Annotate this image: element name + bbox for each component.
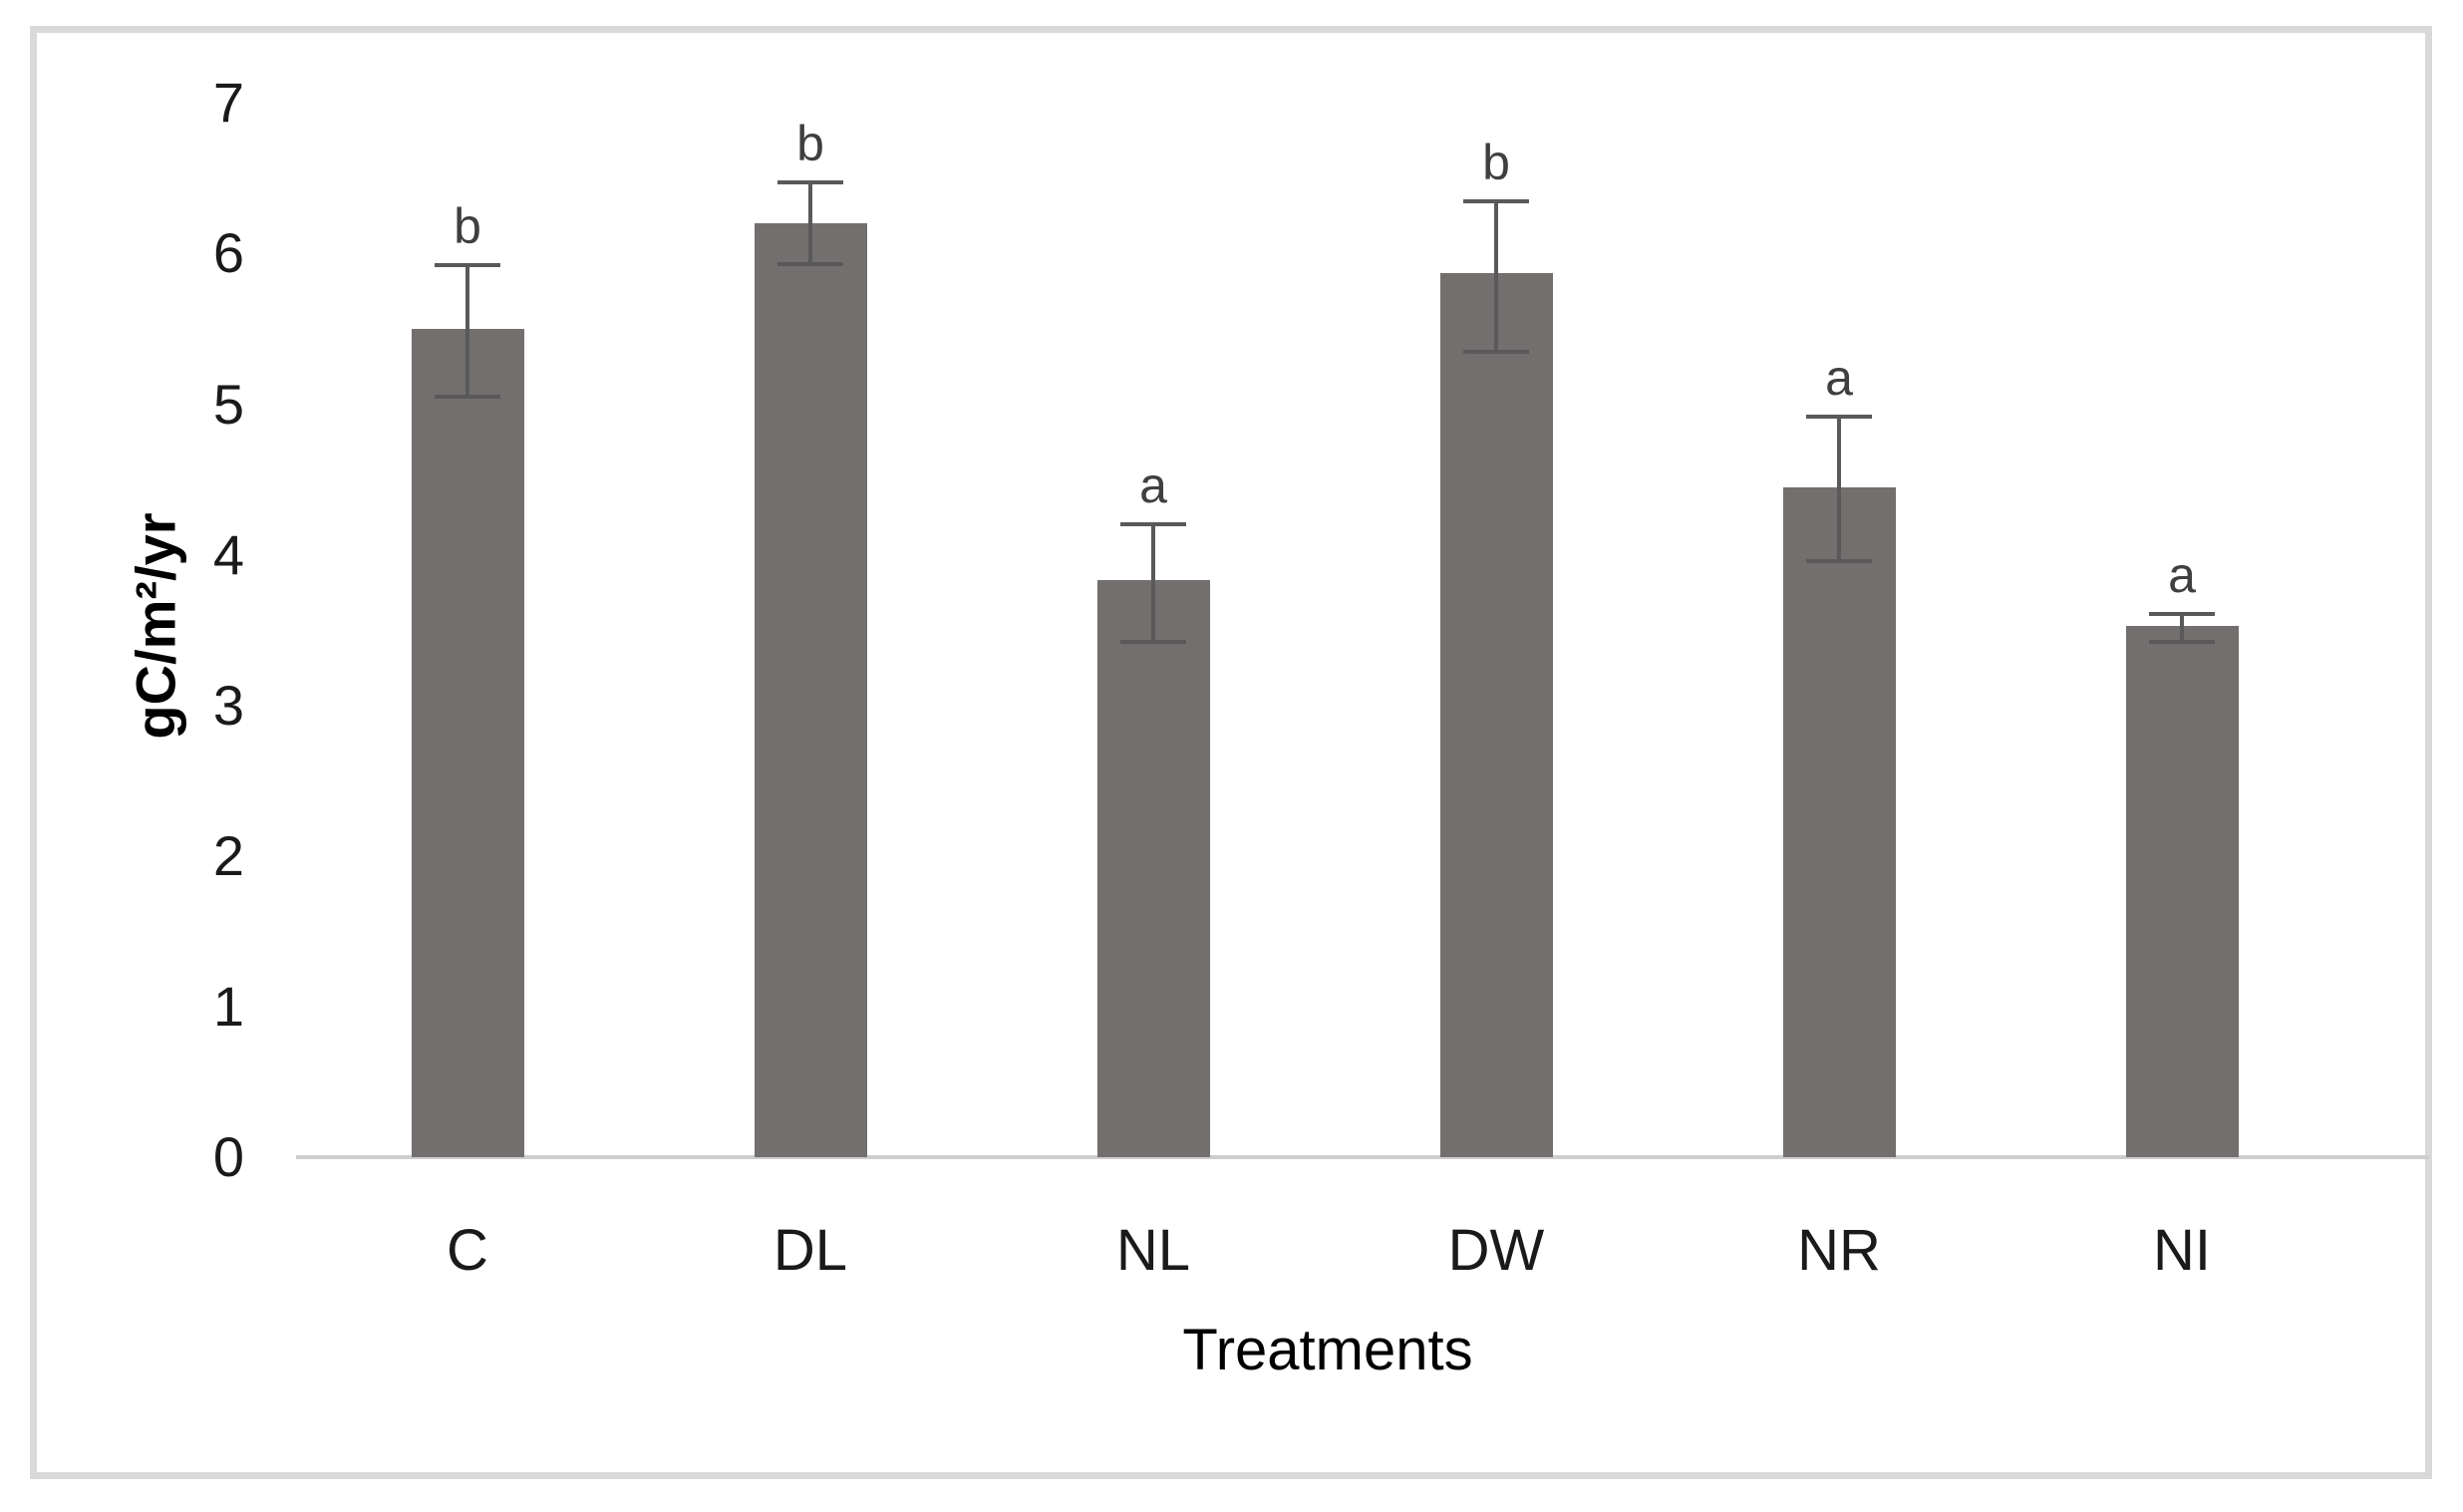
y-axis-tick-label: 0 bbox=[212, 1125, 244, 1188]
category-label-DL: DL bbox=[772, 1218, 848, 1283]
error-bar-cap-top-DW bbox=[1463, 198, 1529, 203]
error-bar-cap-top-NL bbox=[1120, 522, 1186, 527]
error-bar-cap-bottom-NR bbox=[1806, 558, 1872, 563]
error-bar-cap-bottom-DW bbox=[1463, 349, 1529, 354]
y-axis-tick-label: 7 bbox=[212, 71, 244, 135]
significance-letter-DL: b bbox=[796, 116, 824, 172]
x-axis-title: Treatments bbox=[1182, 1318, 1473, 1382]
category-label-DW: DW bbox=[1447, 1218, 1545, 1283]
error-bar-cap-top-C bbox=[435, 263, 500, 268]
y-axis-tick-label: 3 bbox=[212, 673, 244, 737]
error-bar-cap-bottom-C bbox=[435, 394, 500, 399]
error-bar-line-NL bbox=[1151, 524, 1155, 643]
y-axis-tick-label: 5 bbox=[212, 372, 244, 436]
category-label-C: C bbox=[447, 1218, 488, 1283]
x-axis-line bbox=[296, 1155, 2429, 1159]
error-bar-cap-top-DL bbox=[777, 180, 843, 185]
y-axis-tick-label: 1 bbox=[212, 974, 244, 1038]
significance-letter-DW: b bbox=[1482, 134, 1510, 190]
error-bar-cap-bottom-NL bbox=[1120, 640, 1186, 645]
significance-letter-C: b bbox=[454, 198, 481, 255]
y-axis-tick-label: 6 bbox=[212, 221, 244, 285]
category-label-NI: NI bbox=[2153, 1218, 2211, 1283]
error-bar-cap-top-NI bbox=[2149, 611, 2215, 616]
significance-letter-NL: a bbox=[1139, 457, 1167, 514]
error-bar-cap-bottom-DL bbox=[777, 261, 843, 266]
error-bar-line-NR bbox=[1837, 416, 1841, 561]
error-bar-line-DW bbox=[1494, 200, 1498, 352]
significance-letter-NR: a bbox=[1825, 349, 1853, 406]
bar-NL bbox=[1096, 580, 1210, 1157]
bar-DW bbox=[1439, 273, 1553, 1157]
error-bar-cap-top-NR bbox=[1806, 414, 1872, 419]
chart-frame-border bbox=[30, 26, 2432, 1479]
error-bar-cap-bottom-NI bbox=[2149, 640, 2215, 645]
bar-NR bbox=[1782, 486, 1896, 1157]
bar-DL bbox=[754, 223, 867, 1157]
category-label-NL: NL bbox=[1115, 1218, 1191, 1283]
y-axis-tick-label: 2 bbox=[212, 823, 244, 887]
bar-C bbox=[411, 328, 524, 1157]
error-bar-line-C bbox=[465, 265, 469, 397]
significance-letter-NI: a bbox=[2168, 546, 2196, 603]
y-axis-tick-label: 4 bbox=[212, 522, 244, 586]
category-label-NR: NR bbox=[1797, 1218, 1881, 1283]
bar-NI bbox=[2125, 625, 2239, 1157]
error-bar-line-NI bbox=[2180, 613, 2184, 643]
error-bar-line-DL bbox=[808, 182, 812, 264]
